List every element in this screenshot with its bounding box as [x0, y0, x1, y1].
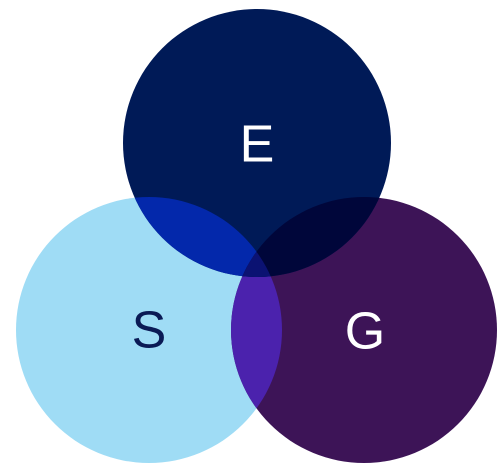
overlap-e-s: [123, 197, 282, 277]
label-s: S: [132, 302, 167, 360]
label-e: E: [240, 116, 275, 174]
label-g: G: [345, 303, 385, 361]
overlap-e-g: [231, 197, 391, 277]
